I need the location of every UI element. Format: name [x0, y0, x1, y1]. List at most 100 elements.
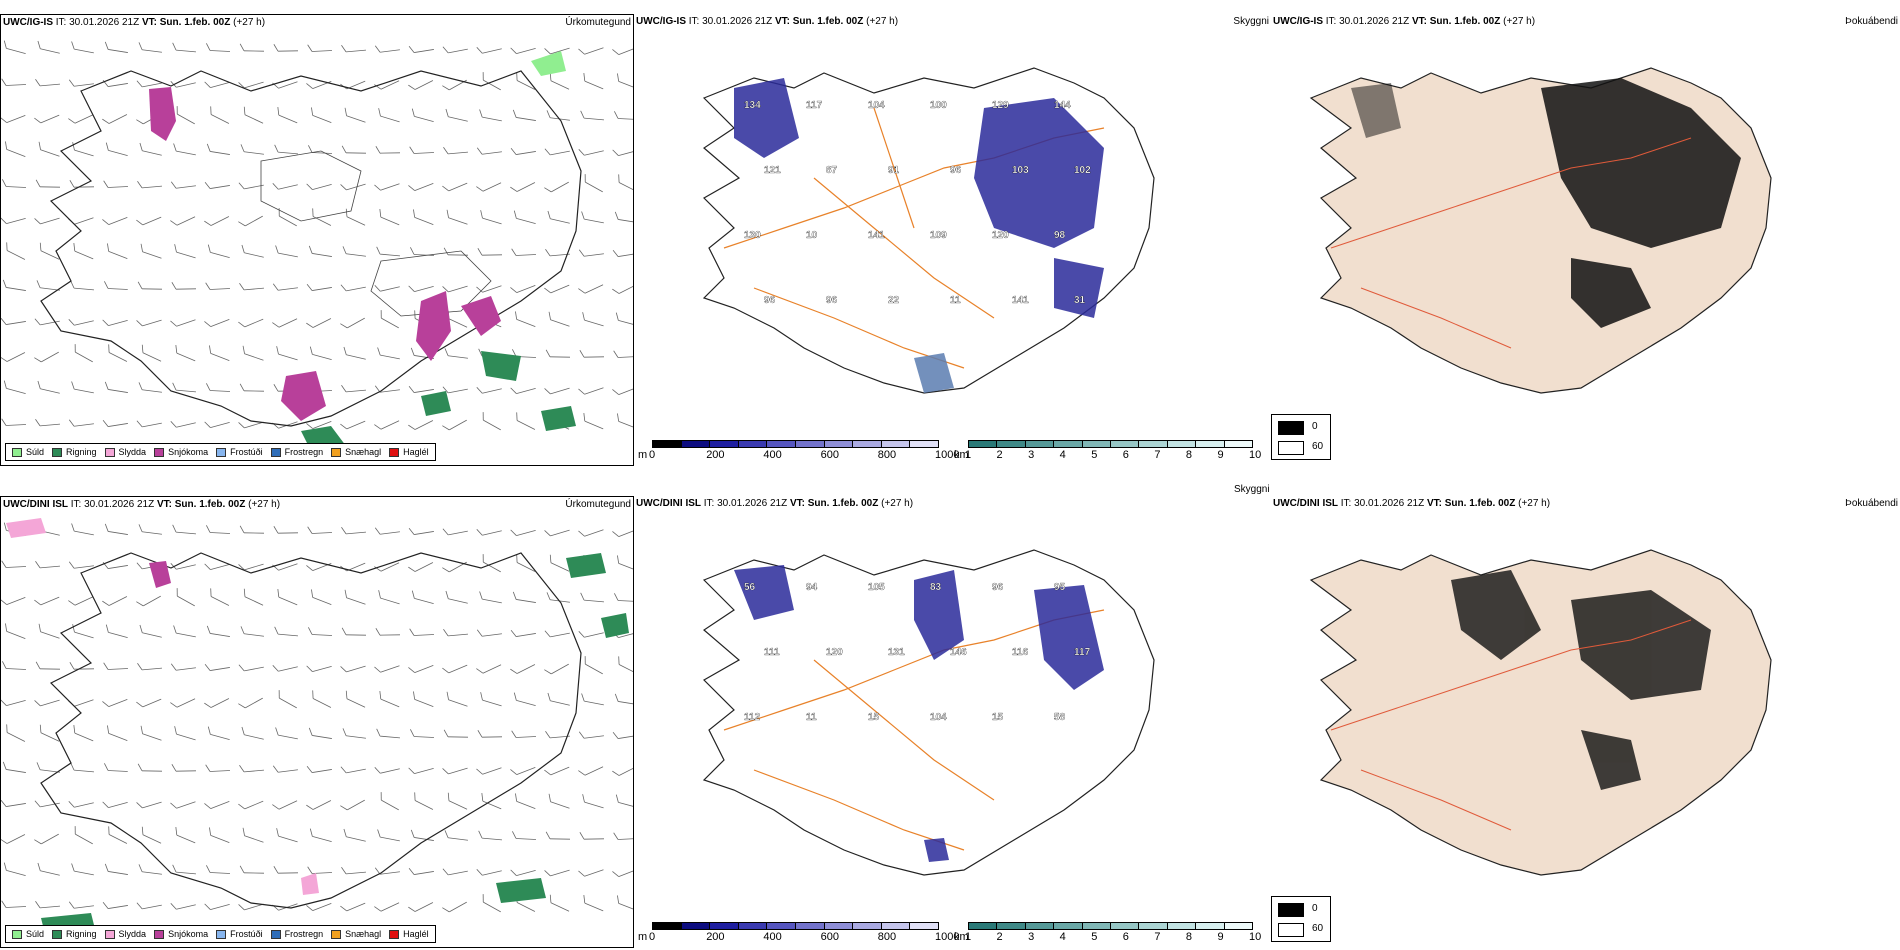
- ceiling-panel-top: UWC/IG-IS IT: 30.01.2026 21Z VT: Sun. 1.…: [634, 14, 1271, 466]
- wind-barb: [5, 141, 26, 157]
- wind-barb: [141, 344, 162, 362]
- ceiling-value-label: 112: [744, 712, 761, 723]
- wind-barb: [238, 318, 264, 328]
- colorbar-segment: [1195, 440, 1225, 448]
- wind-barb: [446, 209, 468, 225]
- wind-barb: [544, 630, 570, 638]
- ceiling-value-label: 141: [1012, 295, 1029, 306]
- wind-barb: [204, 216, 230, 226]
- wind-barb: [170, 216, 196, 226]
- wind-barb: [410, 729, 435, 738]
- fog-legend-value: 60: [1312, 441, 1324, 452]
- colorbar-segment: [1223, 922, 1253, 930]
- ceiling-value-label: 105: [868, 582, 885, 593]
- legend-swatch: [331, 447, 342, 457]
- iceland-outline: [40, 70, 582, 427]
- wind-barb: [408, 46, 434, 53]
- wind-barb: [74, 344, 93, 363]
- ceiling-value-label: 102: [1074, 165, 1091, 176]
- wind-barb: [374, 867, 400, 875]
- wind-barb: [35, 79, 60, 87]
- wind-barb: [476, 387, 502, 394]
- ceiling-panel-bottom: UWC/DINI ISL IT: 30.01.2026 21Z VT: Sun.…: [634, 484, 1271, 948]
- wind-barb: [108, 826, 128, 844]
- rain-area: [541, 406, 576, 431]
- wind-barb: [442, 386, 468, 394]
- wind-barb: [545, 349, 571, 358]
- wind-barb: [480, 692, 502, 707]
- wind-barb: [138, 42, 162, 53]
- wind-barb: [69, 662, 95, 670]
- wind-barb: [510, 529, 536, 536]
- wind-barb: [380, 792, 399, 811]
- ceiling-value-label: 121: [764, 165, 781, 176]
- wind-barb: [612, 732, 633, 739]
- wind-barb: [584, 174, 603, 193]
- visibility-colorbar: km 1 2 3 4 5 6 7 8 9 10: [954, 440, 1272, 464]
- colorbar-tick: 10: [1249, 931, 1262, 943]
- wind-barbs: [1, 40, 633, 431]
- wind-barb: [613, 832, 633, 840]
- wind-barb: [341, 867, 366, 875]
- wind-barb: [578, 766, 604, 776]
- colorbar-segment: [1024, 440, 1055, 448]
- wind-barb: [374, 183, 400, 191]
- ceiling-value-label: 22: [888, 295, 900, 306]
- legend-swatch: [104, 929, 115, 939]
- wind-barb: [510, 47, 536, 54]
- wind-barb: [583, 413, 604, 430]
- wind-barb: [544, 148, 570, 156]
- legend-swatch: [12, 447, 22, 457]
- legend-item: Haglél: [389, 447, 429, 457]
- ceiling-value-label: 146: [950, 647, 967, 658]
- wind-barb: [512, 831, 537, 840]
- wind-barb: [618, 656, 633, 674]
- wind-barb: [374, 420, 400, 430]
- wind-barb: [444, 348, 468, 359]
- colorbar-tick: 600: [820, 931, 839, 943]
- wind-barb: [374, 80, 400, 90]
- wind-barb: [239, 383, 265, 392]
- wind-barb: [103, 662, 129, 670]
- wind-barb: [374, 45, 400, 53]
- wind-barb: [242, 345, 264, 361]
- glacier-outline: [370, 250, 492, 317]
- wind-barb: [511, 248, 537, 256]
- panel-subtitle: Skyggni: [1234, 484, 1270, 495]
- wind-barb: [170, 698, 196, 708]
- wind-barb: [104, 381, 128, 393]
- colorbar-tick: 0: [649, 449, 656, 461]
- wind-barb: [136, 698, 162, 708]
- iceland-land: [1309, 549, 1772, 876]
- wind-barb: [340, 665, 366, 673]
- wind-barb: [342, 728, 366, 739]
- legend-label: Frostregn: [284, 447, 324, 457]
- legend-swatch: [270, 929, 281, 939]
- legend-item: Slydda: [104, 929, 146, 939]
- precip-legend: Súld Rigning Slydda Snjókoma Frostúði Frostre…: [5, 443, 436, 461]
- wind-barb: [240, 626, 264, 637]
- wind-barb: [374, 902, 400, 912]
- wind-barb: [206, 143, 230, 155]
- legend-swatch: [216, 447, 227, 457]
- wind-barb: [204, 903, 230, 910]
- ceiling-value-label: 56: [744, 582, 756, 593]
- wind-barb: [582, 312, 604, 327]
- wind-barb: [480, 210, 502, 225]
- wind-barb: [306, 665, 332, 672]
- legend-label: Rigning: [66, 447, 97, 457]
- wind-barb: [408, 528, 434, 535]
- wind-barb: [174, 244, 196, 259]
- wind-barb: [139, 624, 162, 638]
- legend-swatch: [331, 929, 342, 939]
- colorbar-segment: [652, 440, 682, 448]
- wind-barb: [1, 597, 26, 605]
- wind-barb: [614, 111, 633, 120]
- legend-item: Frostregn: [270, 929, 323, 939]
- wind-barb: [308, 627, 333, 636]
- ceiling-value-label: 96: [992, 582, 1004, 593]
- colorbar-segment: [1166, 922, 1197, 930]
- colorbar-segment: [1024, 922, 1055, 930]
- ceiling-value-label: 144: [1054, 100, 1071, 111]
- wind-barb: [476, 529, 502, 536]
